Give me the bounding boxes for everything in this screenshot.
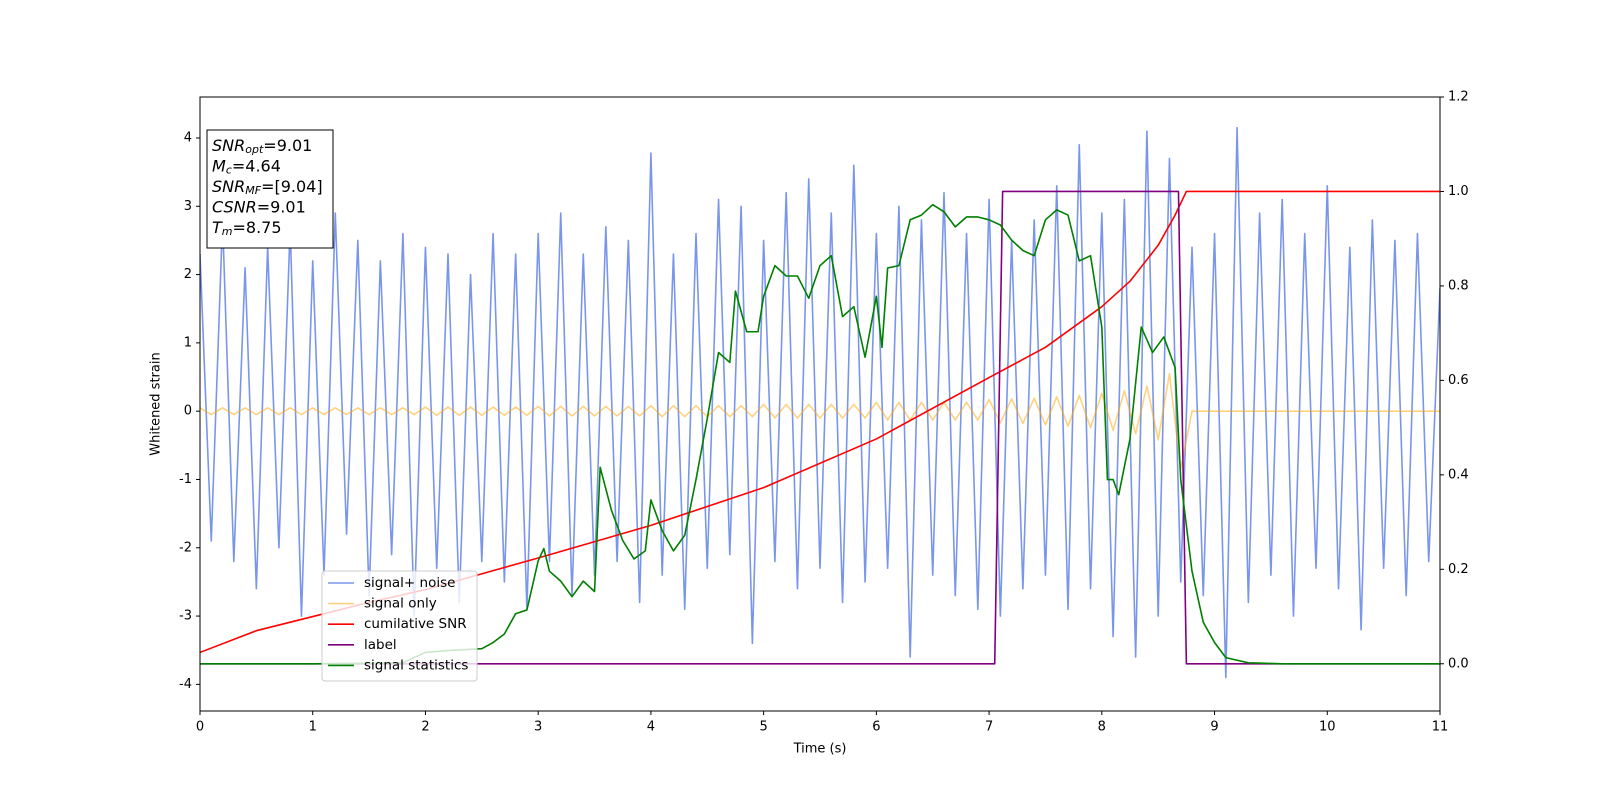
annotation-text: =4.64 [232,156,281,175]
x-tick-label: 4 [647,720,655,735]
annotation-text: =8.75 [233,218,282,237]
annotation-line: Tm=8.75 [212,218,282,239]
y2-tick-label: 0.4 [1448,467,1469,482]
legend-label: signal only [364,596,437,612]
y-axis-label: Whitened strain [149,352,164,455]
x-tick-label: 5 [759,720,767,735]
annotation-symbol: CSNR [212,197,257,216]
legend-label: signal+ noise [364,575,455,591]
y-tick-label: -4 [179,677,192,692]
annotation-line: SNRMF=[9.04] [212,177,323,198]
legend-label: cumilative SNR [364,616,467,632]
legend: signal+ noise signal only cumilative SNR la… [321,570,478,682]
series-line [200,190,1440,665]
x-tick-label: 0 [196,720,204,735]
y2-tick-label: 0.2 [1448,562,1469,577]
annotation-line: Mc=4.64 [212,156,281,177]
y-tick-label: 2 [184,267,192,282]
axes-frame [199,96,1441,712]
annotation-subscript: c [226,164,232,177]
x-tick-label: 8 [1098,720,1106,735]
annotation-text: =[9.04] [261,177,323,196]
x-tick-label: 7 [985,720,993,735]
y-tick-label: 4 [184,130,192,145]
x-tick-label: 2 [421,720,429,735]
x-tick-label: 9 [1210,720,1218,735]
legend-label: label [364,637,397,653]
series-line [200,372,1440,471]
annotation-symbol: SNR [212,177,245,196]
y2-tick-label: 0.0 [1448,656,1469,671]
y-tick-label: -3 [179,609,192,624]
x-tick-label: 11 [1432,720,1449,735]
annotation-subscript: opt [245,143,264,156]
annotation-symbol: SNR [212,136,245,155]
y-tick-label: 3 [184,199,192,214]
annotation-text: =9.01 [257,197,306,216]
x-tick-label: 6 [872,720,880,735]
annotation-subscript: m [222,225,233,238]
y2-tick-label: 0.6 [1448,373,1469,388]
annotation-symbol: M [212,156,226,175]
annotation-line: CSNR=9.01 [212,197,306,216]
annotation-subscript: MF [245,184,261,197]
legend-label: signal statistics [364,657,468,673]
y-tick-label: 0 [184,404,192,419]
annotation-frame [206,129,334,249]
y-tick-label: -1 [179,472,192,487]
annotation-text: =9.01 [263,136,312,155]
y2-tick-label: 1.2 [1448,90,1469,105]
annotation-line: SNRopt=9.01 [212,136,312,157]
annotation-box: SNRopt=9.01Mc=4.64SNRMF=[9.04]CSNR=9.01T… [206,129,334,249]
y-tick-label: -2 [179,540,192,555]
x-axis-label: Time (s) [793,742,847,757]
y-tick-label: 1 [184,335,192,350]
x-tick-label: 10 [1319,720,1336,735]
annotation-symbol: T [212,218,223,237]
legend-frame [321,570,478,682]
x-tick-label: 1 [309,720,317,735]
series-line [200,126,1440,679]
y2-tick-label: 1.0 [1448,184,1469,199]
y2-tick-label: 0.8 [1448,278,1469,293]
series-line [200,203,1440,665]
x-tick-label: 3 [534,720,542,735]
